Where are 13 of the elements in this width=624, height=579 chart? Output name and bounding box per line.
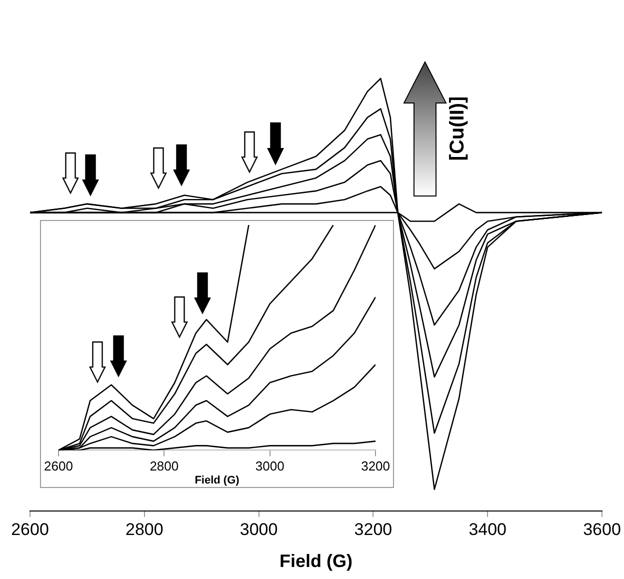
x-axis-title: Field (G) (194, 474, 240, 486)
x-tick-label: 3400 (468, 520, 507, 539)
x-tick-label: 2800 (125, 520, 164, 539)
x-axis-title: Field (G) (280, 551, 352, 572)
x-tick-label: 2600 (11, 520, 49, 539)
x-tick-label: 2800 (150, 458, 179, 474)
x-tick-label: 3200 (361, 458, 390, 474)
x-tick-label: 3600 (583, 520, 621, 539)
annotation: [Cu(II)] (446, 96, 470, 160)
x-tick-label: 3000 (240, 520, 278, 539)
x-tick-label: 3200 (354, 520, 392, 539)
x-tick-label: 2600 (44, 458, 73, 474)
x-tick-label: 3000 (255, 458, 284, 474)
